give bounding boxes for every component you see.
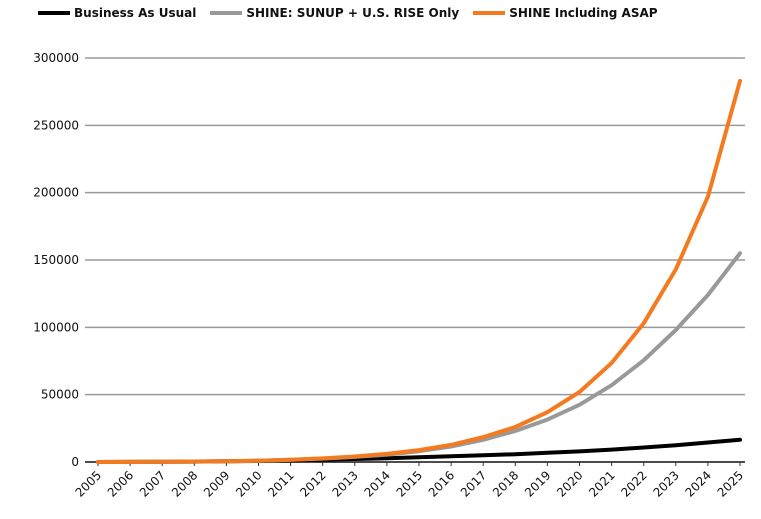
x-tick-label: 2009 bbox=[201, 468, 232, 499]
y-tick-label: 200000 bbox=[33, 186, 79, 200]
x-tick-label: 2025 bbox=[715, 468, 746, 499]
x-tick-label: 2023 bbox=[650, 468, 681, 499]
y-tick-label: 250000 bbox=[33, 118, 79, 132]
legend-swatch-business-as-usual bbox=[38, 11, 70, 15]
series-line-1 bbox=[96, 251, 742, 464]
x-tick-label: 2011 bbox=[265, 468, 296, 499]
y-tick-label: 0 bbox=[71, 455, 79, 469]
x-tick-label: 2019 bbox=[522, 468, 553, 499]
y-tick-label: 150000 bbox=[33, 253, 79, 267]
x-tick-label: 2006 bbox=[105, 468, 136, 499]
legend: Business As Usual SHINE: SUNUP + U.S. RI… bbox=[38, 6, 672, 20]
x-tick-label: 2015 bbox=[394, 468, 425, 499]
x-tick-label: 2017 bbox=[458, 468, 489, 499]
legend-label-shine-asap: SHINE Including ASAP bbox=[509, 6, 658, 20]
x-tick-label: 2014 bbox=[362, 468, 393, 499]
legend-item-shine-asap: SHINE Including ASAP bbox=[473, 6, 658, 20]
legend-label-shine-sunup-rise: SHINE: SUNUP + U.S. RISE Only bbox=[246, 6, 460, 20]
x-tick-label: 2007 bbox=[137, 468, 168, 499]
x-tick-label: 2018 bbox=[490, 468, 521, 499]
legend-swatch-shine-asap bbox=[473, 11, 506, 15]
series-line-2 bbox=[96, 78, 742, 464]
x-tick-label: 2024 bbox=[683, 468, 714, 499]
x-tick-label: 2012 bbox=[297, 468, 328, 499]
legend-item-shine-sunup-rise: SHINE: SUNUP + U.S. RISE Only bbox=[210, 6, 459, 20]
x-tick-label: 2013 bbox=[329, 468, 360, 499]
x-tick-label: 2008 bbox=[169, 468, 200, 499]
x-tick-label: 2005 bbox=[73, 468, 104, 499]
x-tick-label: 2010 bbox=[233, 468, 264, 499]
x-tick-label: 2021 bbox=[586, 468, 617, 499]
legend-label-business-as-usual: Business As Usual bbox=[74, 6, 197, 20]
x-tick-label: 2022 bbox=[618, 468, 649, 499]
x-tick-label: 2020 bbox=[554, 468, 585, 499]
legend-item-business-as-usual: Business As Usual bbox=[38, 6, 196, 20]
y-tick-label: 300000 bbox=[33, 51, 79, 65]
y-tick-label: 50000 bbox=[41, 388, 79, 402]
legend-swatch-shine-sunup-rise bbox=[210, 11, 243, 15]
x-tick-label: 2016 bbox=[426, 468, 457, 499]
y-tick-label: 100000 bbox=[33, 320, 79, 334]
